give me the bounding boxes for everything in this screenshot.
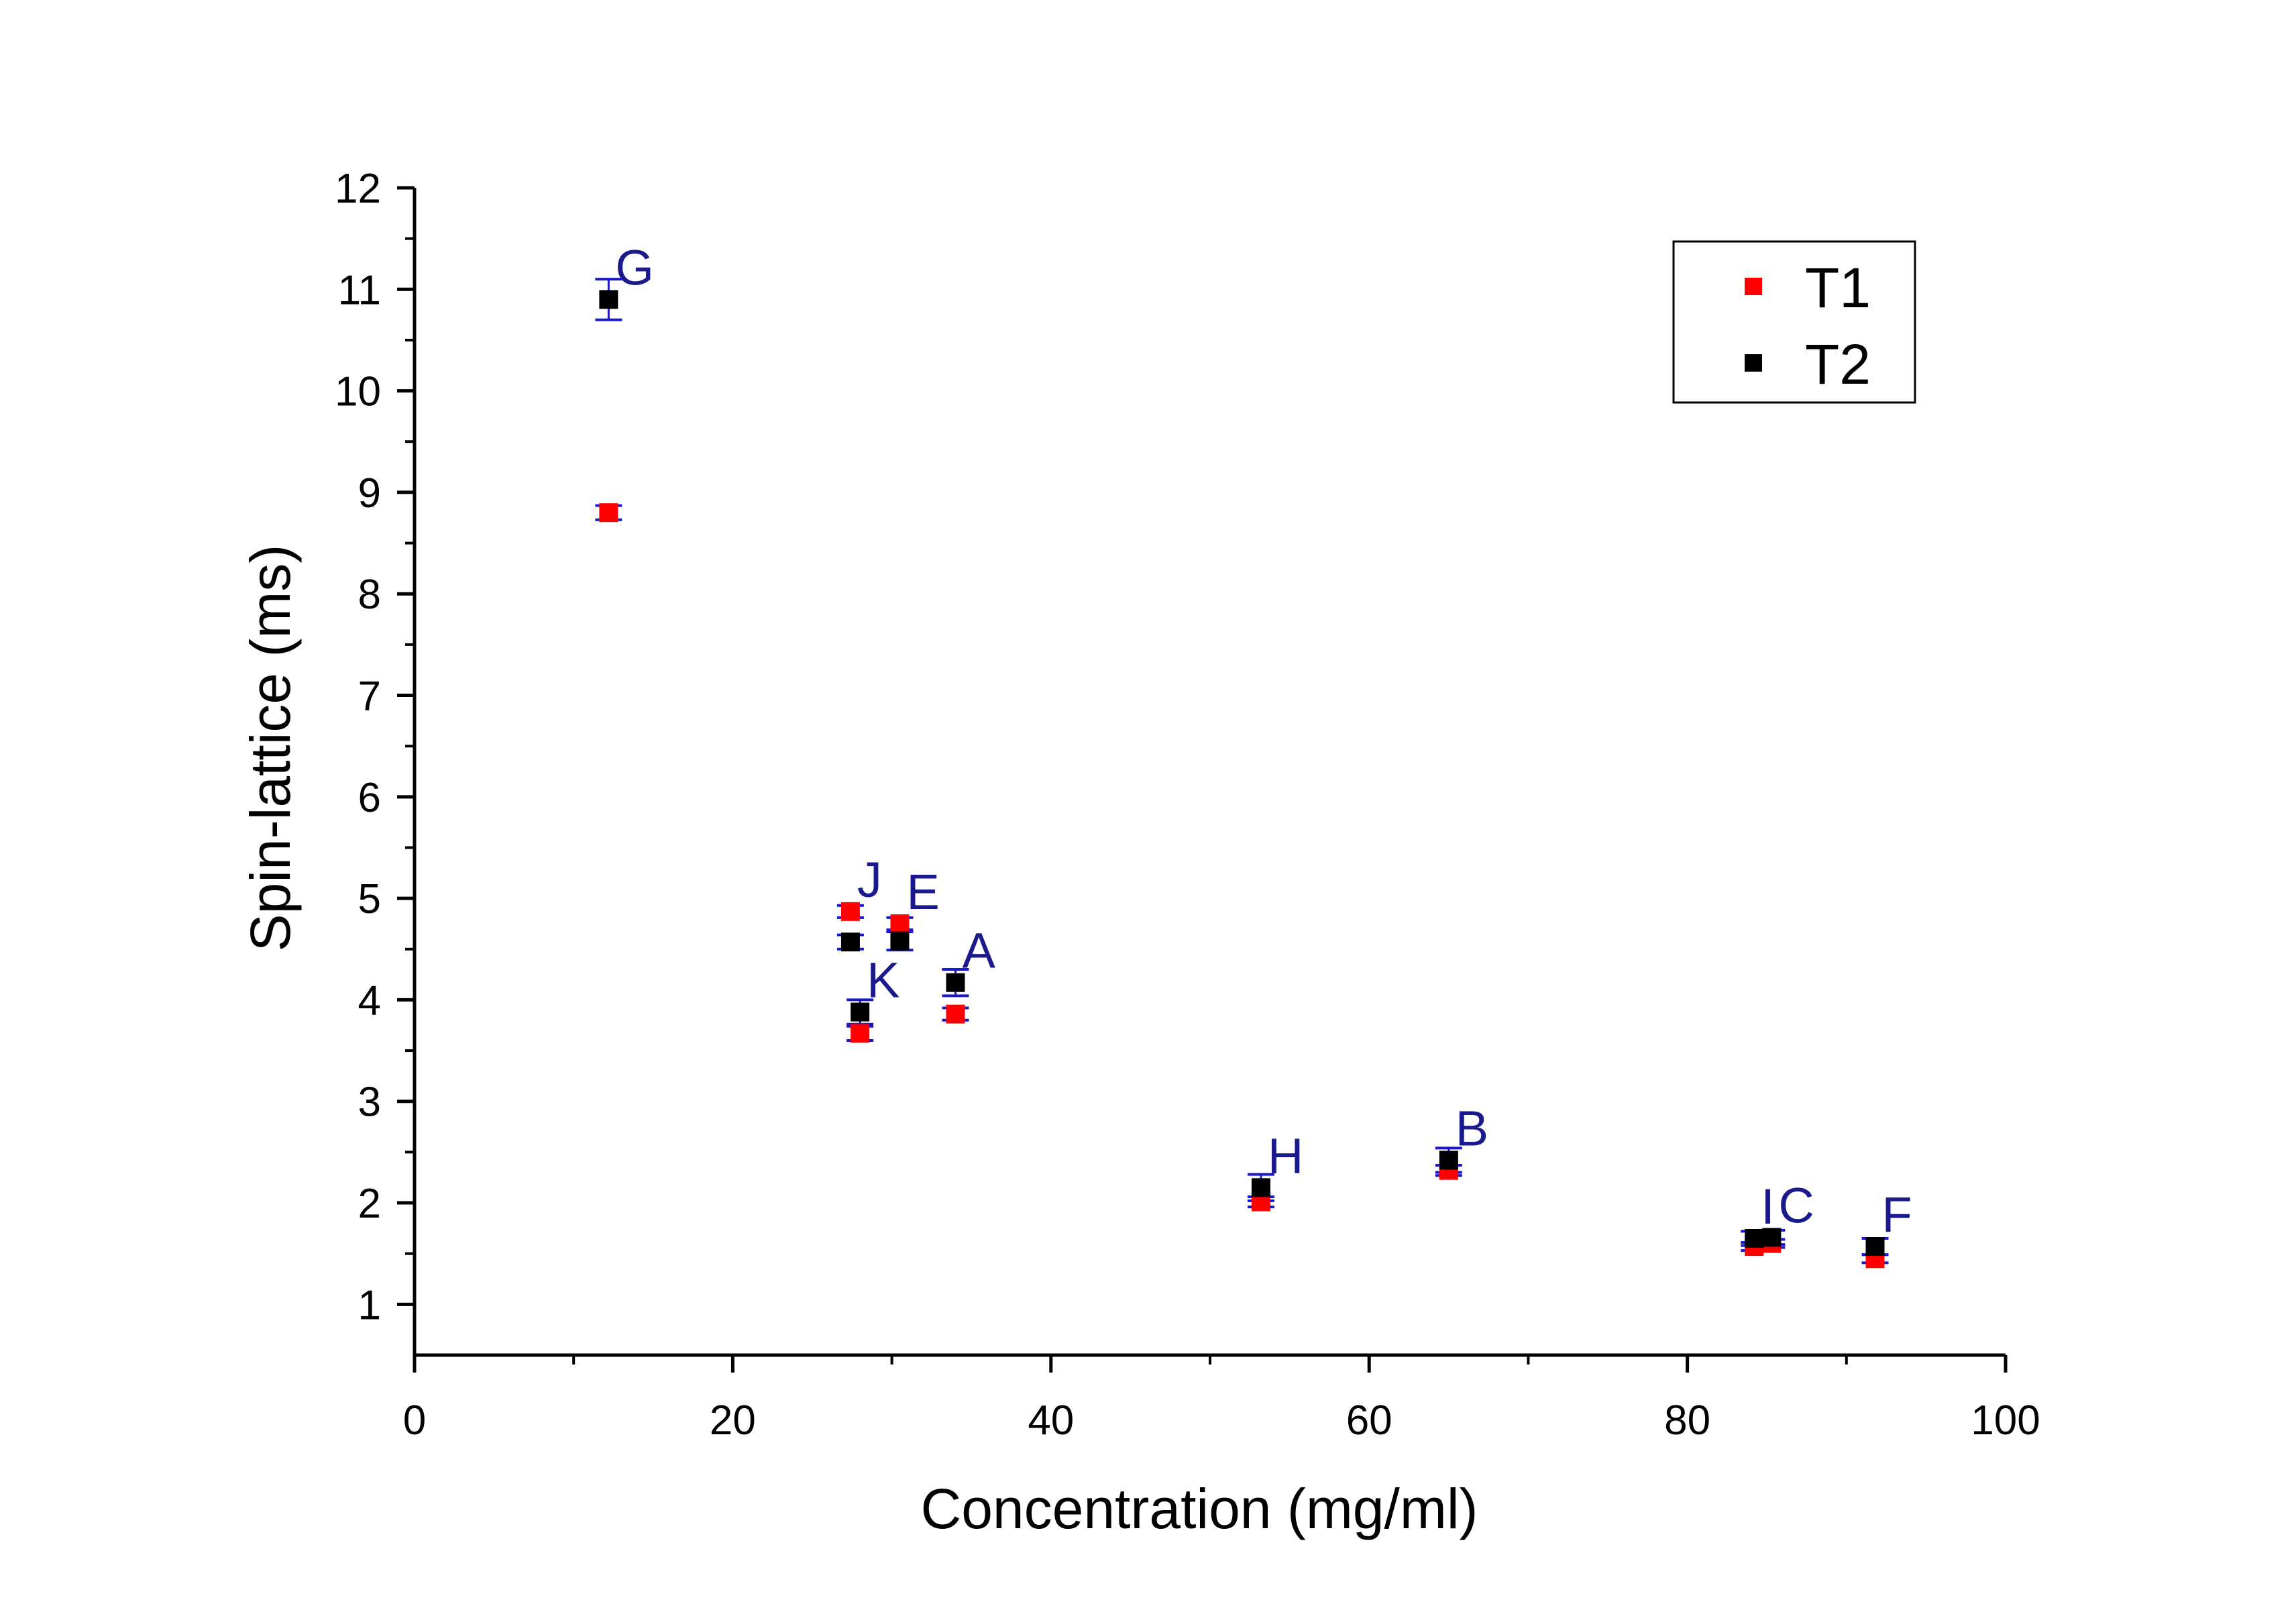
- point-label-a: A: [962, 923, 995, 979]
- y-tick-label: 4: [358, 977, 381, 1024]
- y-tick-label: 6: [358, 775, 381, 821]
- y-tick-label: 9: [358, 470, 381, 517]
- point-label-f: F: [1881, 1187, 1912, 1242]
- marker-t2: [1251, 1178, 1270, 1197]
- marker-t2: [840, 932, 860, 952]
- legend-swatch-t1: [1745, 278, 1762, 295]
- x-tick-label: 20: [710, 1397, 756, 1444]
- y-tick-label: 10: [335, 369, 381, 415]
- marker-t1: [890, 914, 910, 933]
- point-label-e: E: [906, 864, 939, 920]
- legend-label-t2: T2: [1805, 333, 1871, 396]
- point-label-k: K: [867, 953, 899, 1008]
- x-tick-label: 0: [403, 1397, 426, 1444]
- point-label-c: C: [1778, 1177, 1814, 1233]
- marker-t2: [946, 973, 965, 992]
- point-label-j: J: [857, 852, 882, 908]
- marker-t2: [1439, 1151, 1458, 1170]
- marker-t2: [851, 1002, 870, 1022]
- legend-label-t1: T1: [1805, 256, 1871, 319]
- x-tick-label: 100: [1971, 1397, 2040, 1444]
- y-tick-label: 1: [358, 1282, 381, 1328]
- y-tick-label: 11: [338, 267, 381, 313]
- marker-t2: [599, 290, 618, 309]
- marker-t2: [1745, 1229, 1764, 1248]
- y-tick-label: 2: [358, 1181, 381, 1227]
- point-label-b: B: [1456, 1100, 1488, 1156]
- point-label-g: G: [615, 239, 654, 295]
- y-tick-label: 8: [358, 572, 381, 618]
- marker-t2: [1762, 1228, 1782, 1247]
- point-label-h: H: [1268, 1128, 1303, 1183]
- legend-swatch-t2: [1745, 354, 1762, 372]
- x-tick-label: 60: [1346, 1397, 1392, 1444]
- y-tick-label: 5: [358, 876, 381, 922]
- marker-t2: [890, 931, 910, 951]
- y-tick-label: 12: [335, 166, 381, 212]
- y-tick-label: 7: [358, 674, 381, 720]
- x-axis-title: Concentration (mg/ml): [921, 1477, 1478, 1540]
- marker-t1: [946, 1004, 965, 1024]
- x-tick-label: 80: [1664, 1397, 1710, 1444]
- marker-t1: [599, 503, 618, 523]
- marker-t1: [840, 902, 860, 921]
- data-markers: [599, 290, 1885, 1269]
- error-bars: [595, 278, 1889, 1265]
- y-axis-title: Spin-lattice (ms): [239, 545, 302, 952]
- x-axis-ticks: 0 20 40 60 80 100: [403, 1355, 2040, 1444]
- point-label-i: I: [1761, 1179, 1775, 1234]
- x-tick-label: 40: [1028, 1397, 1074, 1444]
- y-tick-label: 3: [358, 1079, 381, 1126]
- legend: T1 T2: [1672, 240, 1916, 404]
- marker-t2: [1865, 1237, 1885, 1257]
- marker-t1: [851, 1024, 870, 1043]
- legend-box: [1672, 240, 1916, 404]
